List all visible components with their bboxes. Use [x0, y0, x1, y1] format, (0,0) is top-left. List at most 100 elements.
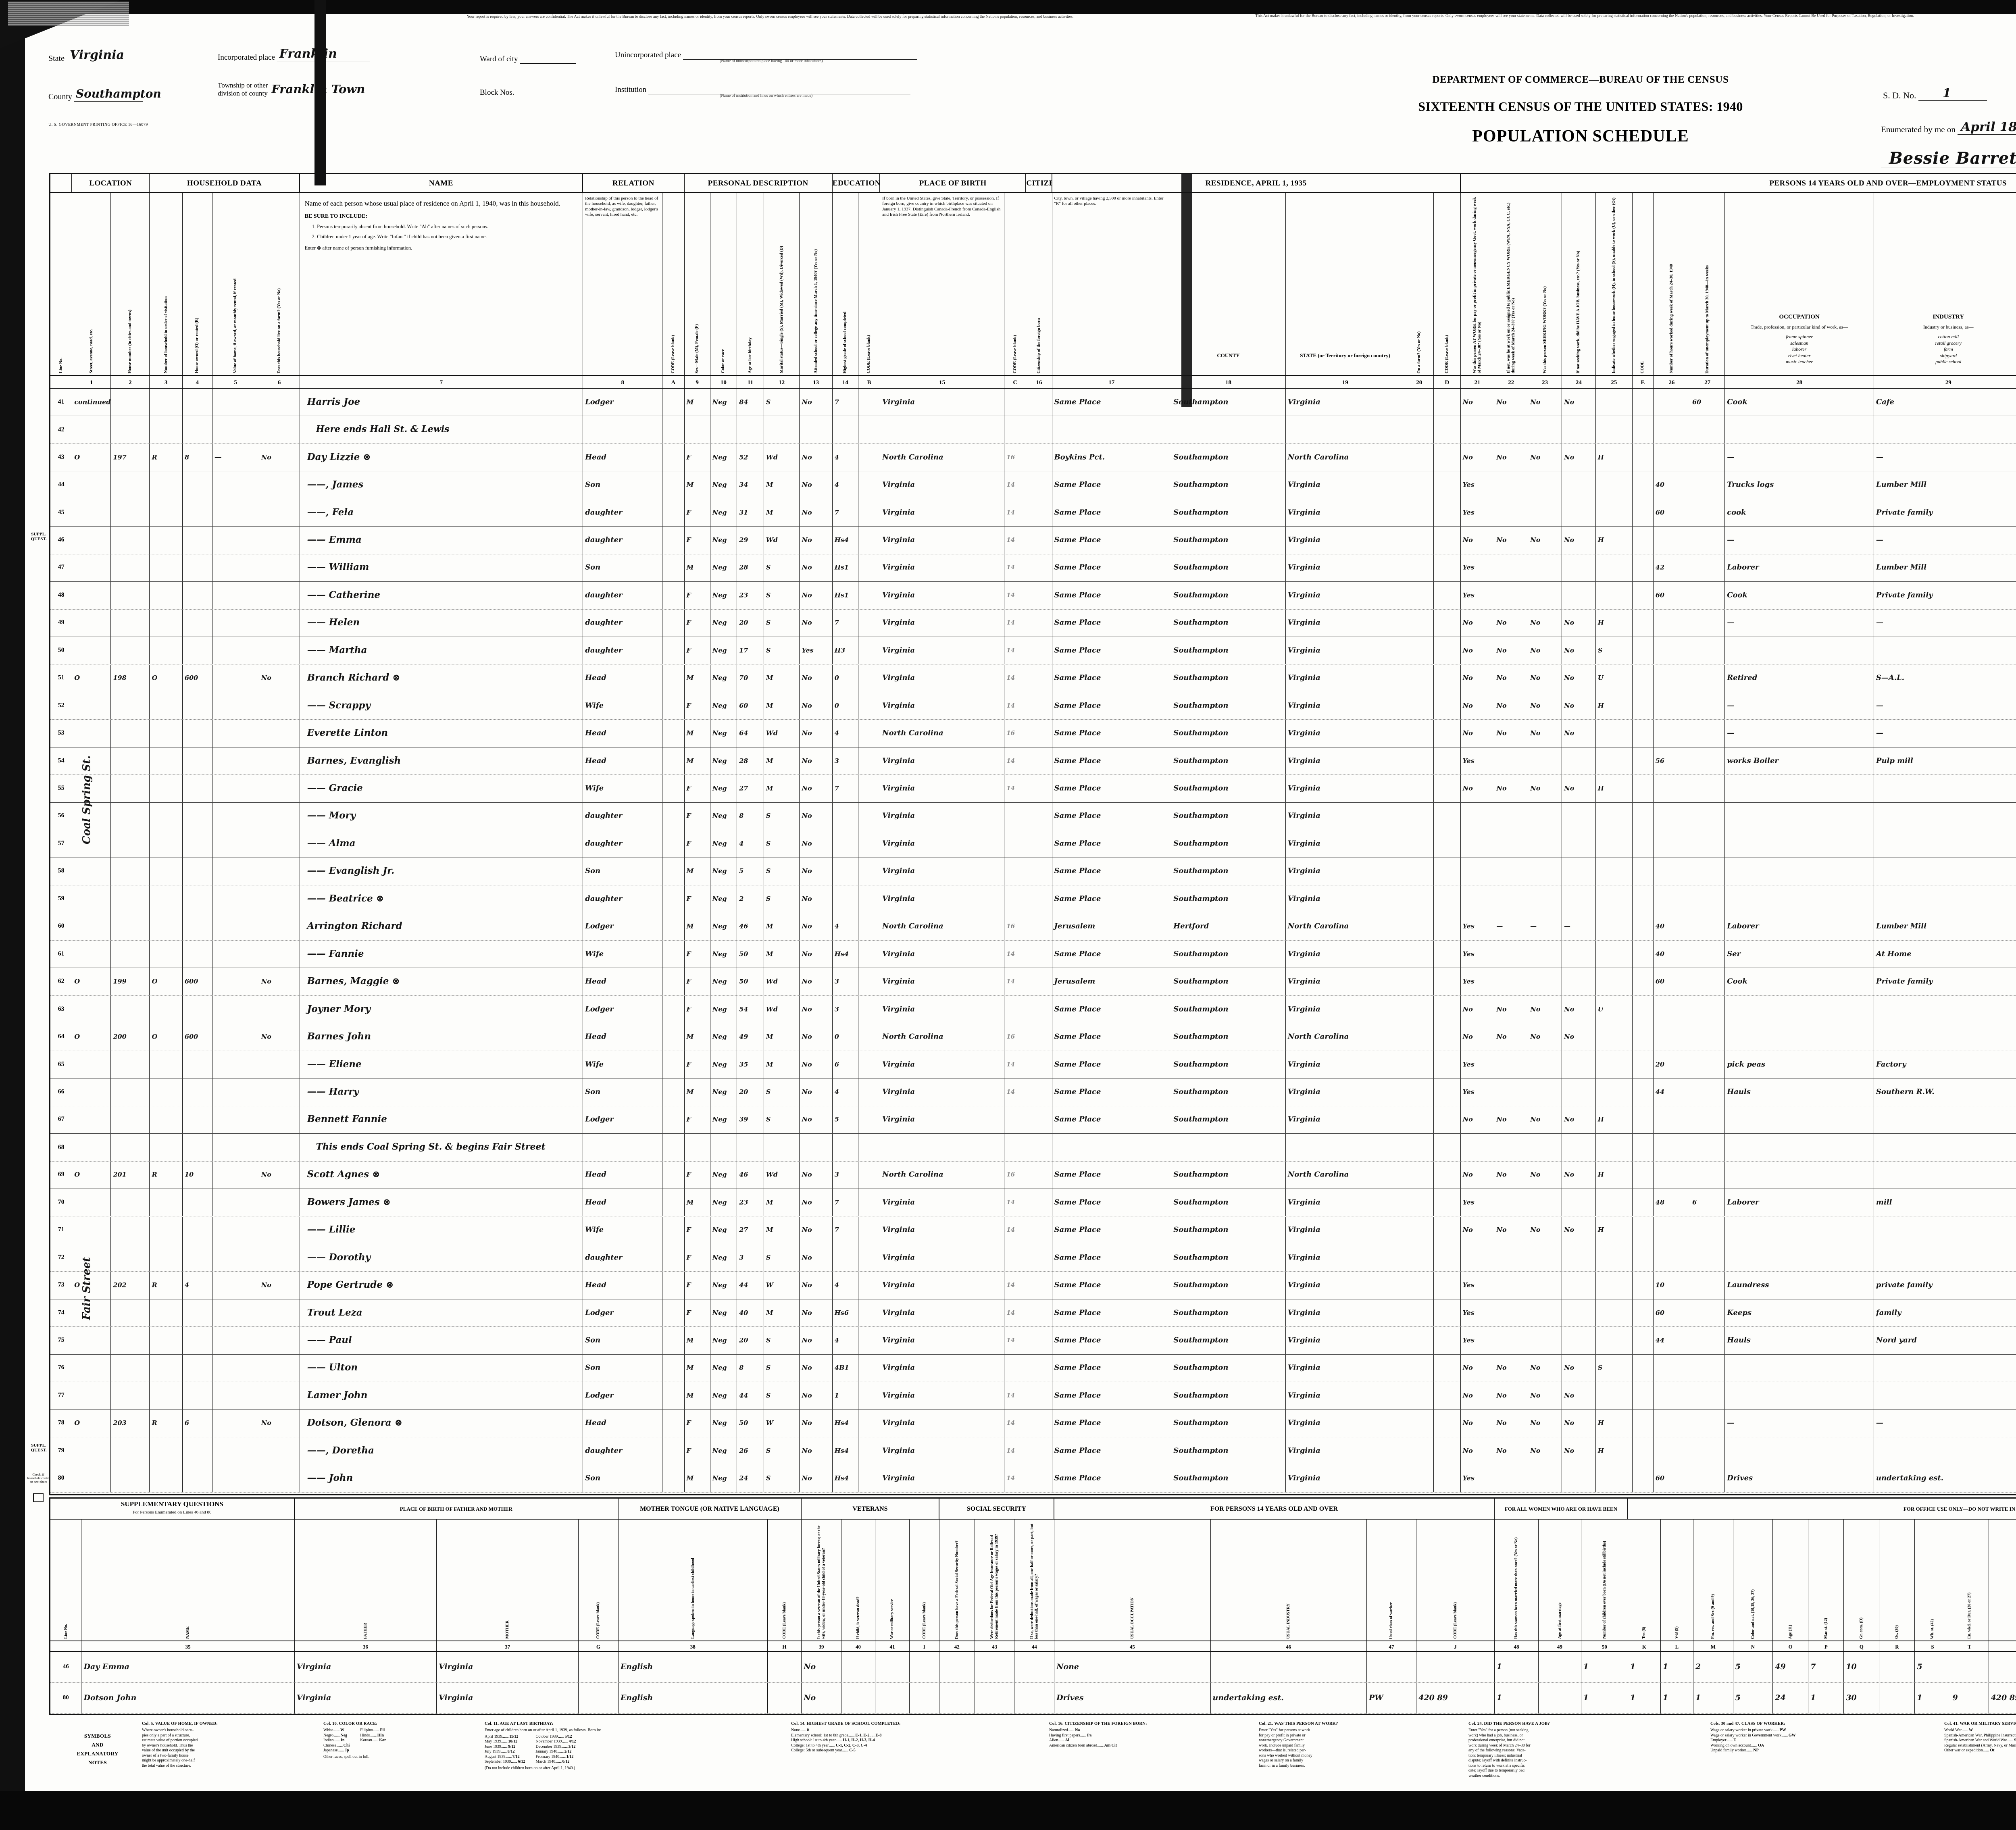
cell-c15[interactable]: Virginia [880, 389, 1005, 416]
cell-c29[interactable]: — [1874, 692, 2016, 719]
cell-c20[interactable] [1405, 1106, 1434, 1134]
cell-cB[interactable] [858, 1272, 881, 1299]
table-row[interactable]: 52 —— Scrappy Wife F Neg 60 M No 0 Virginia 14 Same… [50, 692, 2016, 720]
cell-lineno[interactable]: 76 [50, 1354, 73, 1382]
supp-cell-s47[interactable] [1367, 1652, 1417, 1682]
cell-c29[interactable]: family [1874, 1299, 2016, 1326]
cell-c22[interactable]: No [1494, 1354, 1529, 1382]
cell-c27[interactable] [1690, 1161, 1725, 1189]
cell-c28[interactable]: — [1725, 692, 1874, 720]
supp-cell-s41[interactable] [875, 1683, 910, 1713]
cell-c11[interactable]: 84 [737, 389, 764, 416]
cell-lineno[interactable]: 56 [50, 802, 73, 830]
cell-cA[interactable] [662, 609, 685, 637]
cell-c1[interactable]: continued [72, 389, 111, 416]
cell-c3[interactable] [150, 582, 183, 609]
cell-c24[interactable] [1562, 1078, 1596, 1106]
cell-cB[interactable] [858, 692, 881, 720]
cell-c23[interactable]: No [1528, 609, 1562, 637]
cell-c10[interactable]: Neg [710, 389, 737, 416]
cell-c11[interactable]: 29 [737, 527, 764, 554]
cell-c20[interactable] [1405, 664, 1434, 692]
cell-c27[interactable] [1690, 885, 1725, 913]
supp-cell-oS[interactable]: 1 [1915, 1683, 1951, 1713]
cell-cA[interactable] [662, 1437, 685, 1465]
cell-cC[interactable] [1004, 830, 1027, 858]
cell-cE[interactable] [1633, 1078, 1654, 1106]
cell-c13[interactable]: No [800, 1465, 833, 1492]
cell-c3[interactable] [150, 1106, 183, 1134]
cell-c19[interactable]: Virginia [1286, 720, 1405, 747]
cell-c8[interactable]: daughter [583, 637, 663, 664]
cell-cD[interactable] [1434, 747, 1461, 775]
cell-c20[interactable] [1405, 913, 1434, 940]
cell-c10[interactable]: Neg [710, 1244, 737, 1272]
cell-c12[interactable]: M [764, 664, 800, 692]
cell-c17[interactable]: Same Place [1052, 471, 1172, 499]
cell-c3[interactable] [150, 747, 183, 775]
cell-c14[interactable] [833, 802, 858, 830]
cell-c20[interactable] [1405, 830, 1434, 858]
cell-c27[interactable] [1690, 1437, 1725, 1465]
cell-c3[interactable] [150, 802, 183, 830]
cell-cA[interactable] [662, 637, 685, 664]
cell-c25[interactable] [1596, 941, 1633, 968]
cell-c19[interactable]: Virginia [1286, 609, 1405, 637]
cell-c27[interactable] [1690, 995, 1725, 1023]
supp-cell-oT[interactable]: 9 [1950, 1683, 1989, 1713]
cell-c29[interactable] [1874, 637, 2016, 664]
cell-c28[interactable] [1725, 1023, 1874, 1051]
cell-c22[interactable]: No [1494, 995, 1529, 1023]
cell-cB[interactable] [858, 858, 881, 885]
cell-c20[interactable] [1405, 1299, 1434, 1327]
cell-c11[interactable]: 8 [737, 802, 764, 830]
cell-c18[interactable]: Southampton [1171, 1216, 1286, 1244]
cell-c3[interactable]: R [150, 443, 183, 471]
cell-c22[interactable] [1494, 941, 1529, 968]
cell-c22[interactable]: No [1494, 692, 1529, 720]
cell-c19[interactable]: Virginia [1286, 1051, 1405, 1078]
cell-c17[interactable]: Same Place [1052, 858, 1172, 885]
cell-c22[interactable] [1494, 582, 1529, 609]
cell-c29[interactable] [1874, 1106, 2016, 1133]
table-row[interactable]: 61 —— Fannie Wife F Neg 50 M No Hs4 Virginia 14 Sam… [50, 941, 2016, 968]
cell-c18[interactable]: Southampton [1171, 720, 1286, 747]
cell-c15[interactable]: Virginia [880, 499, 1005, 527]
cell-cC[interactable]: 14 [1004, 968, 1027, 995]
cell-c1[interactable] [72, 527, 111, 554]
cell-c24[interactable]: No [1562, 692, 1596, 720]
cell-c2[interactable] [111, 554, 150, 582]
cell-c22[interactable] [1494, 1078, 1529, 1106]
cell-c7[interactable]: Trout Leza [300, 1299, 583, 1327]
cell-c6[interactable] [259, 941, 300, 968]
supp-cell-s42[interactable] [939, 1683, 975, 1713]
cell-c18[interactable]: Southampton [1171, 1354, 1286, 1382]
cell-c29[interactable]: — [1874, 610, 2016, 637]
cell-c21[interactable]: No [1461, 1354, 1495, 1382]
cell-cE[interactable] [1633, 1437, 1654, 1465]
cell-c24[interactable]: — [1562, 913, 1596, 940]
cell-c4[interactable] [183, 775, 212, 802]
cell-c9[interactable]: F [685, 775, 710, 802]
institution-field[interactable]: Institution (Name of institution and lin… [615, 85, 910, 98]
cell-cB[interactable] [858, 913, 881, 940]
cell-c17[interactable]: Same Place [1052, 582, 1172, 609]
cell-c7[interactable]: —— Mory [300, 802, 583, 830]
cell-c18[interactable]: Southampton [1171, 775, 1286, 802]
cell-c1[interactable]: O [72, 1161, 111, 1189]
cell-c8[interactable]: Son [583, 1078, 663, 1106]
cell-c8[interactable]: daughter [583, 830, 663, 858]
cell-c7[interactable]: —— Gracie [300, 775, 583, 802]
cell-c28[interactable]: Cook [1725, 582, 1874, 609]
cell-c22[interactable] [1494, 1189, 1529, 1216]
cell-cB[interactable] [858, 885, 881, 913]
cell-c8[interactable]: Wife [583, 1051, 663, 1078]
cell-c3[interactable] [150, 858, 183, 885]
cell-c8[interactable]: daughter [583, 609, 663, 637]
cell-c13[interactable]: No [800, 389, 833, 416]
cell-c4[interactable] [183, 609, 212, 637]
cell-c8[interactable]: daughter [583, 527, 663, 554]
cell-cE[interactable] [1633, 858, 1654, 885]
cell-c19[interactable]: Virginia [1286, 1106, 1405, 1134]
cell-c2[interactable] [111, 1189, 150, 1216]
